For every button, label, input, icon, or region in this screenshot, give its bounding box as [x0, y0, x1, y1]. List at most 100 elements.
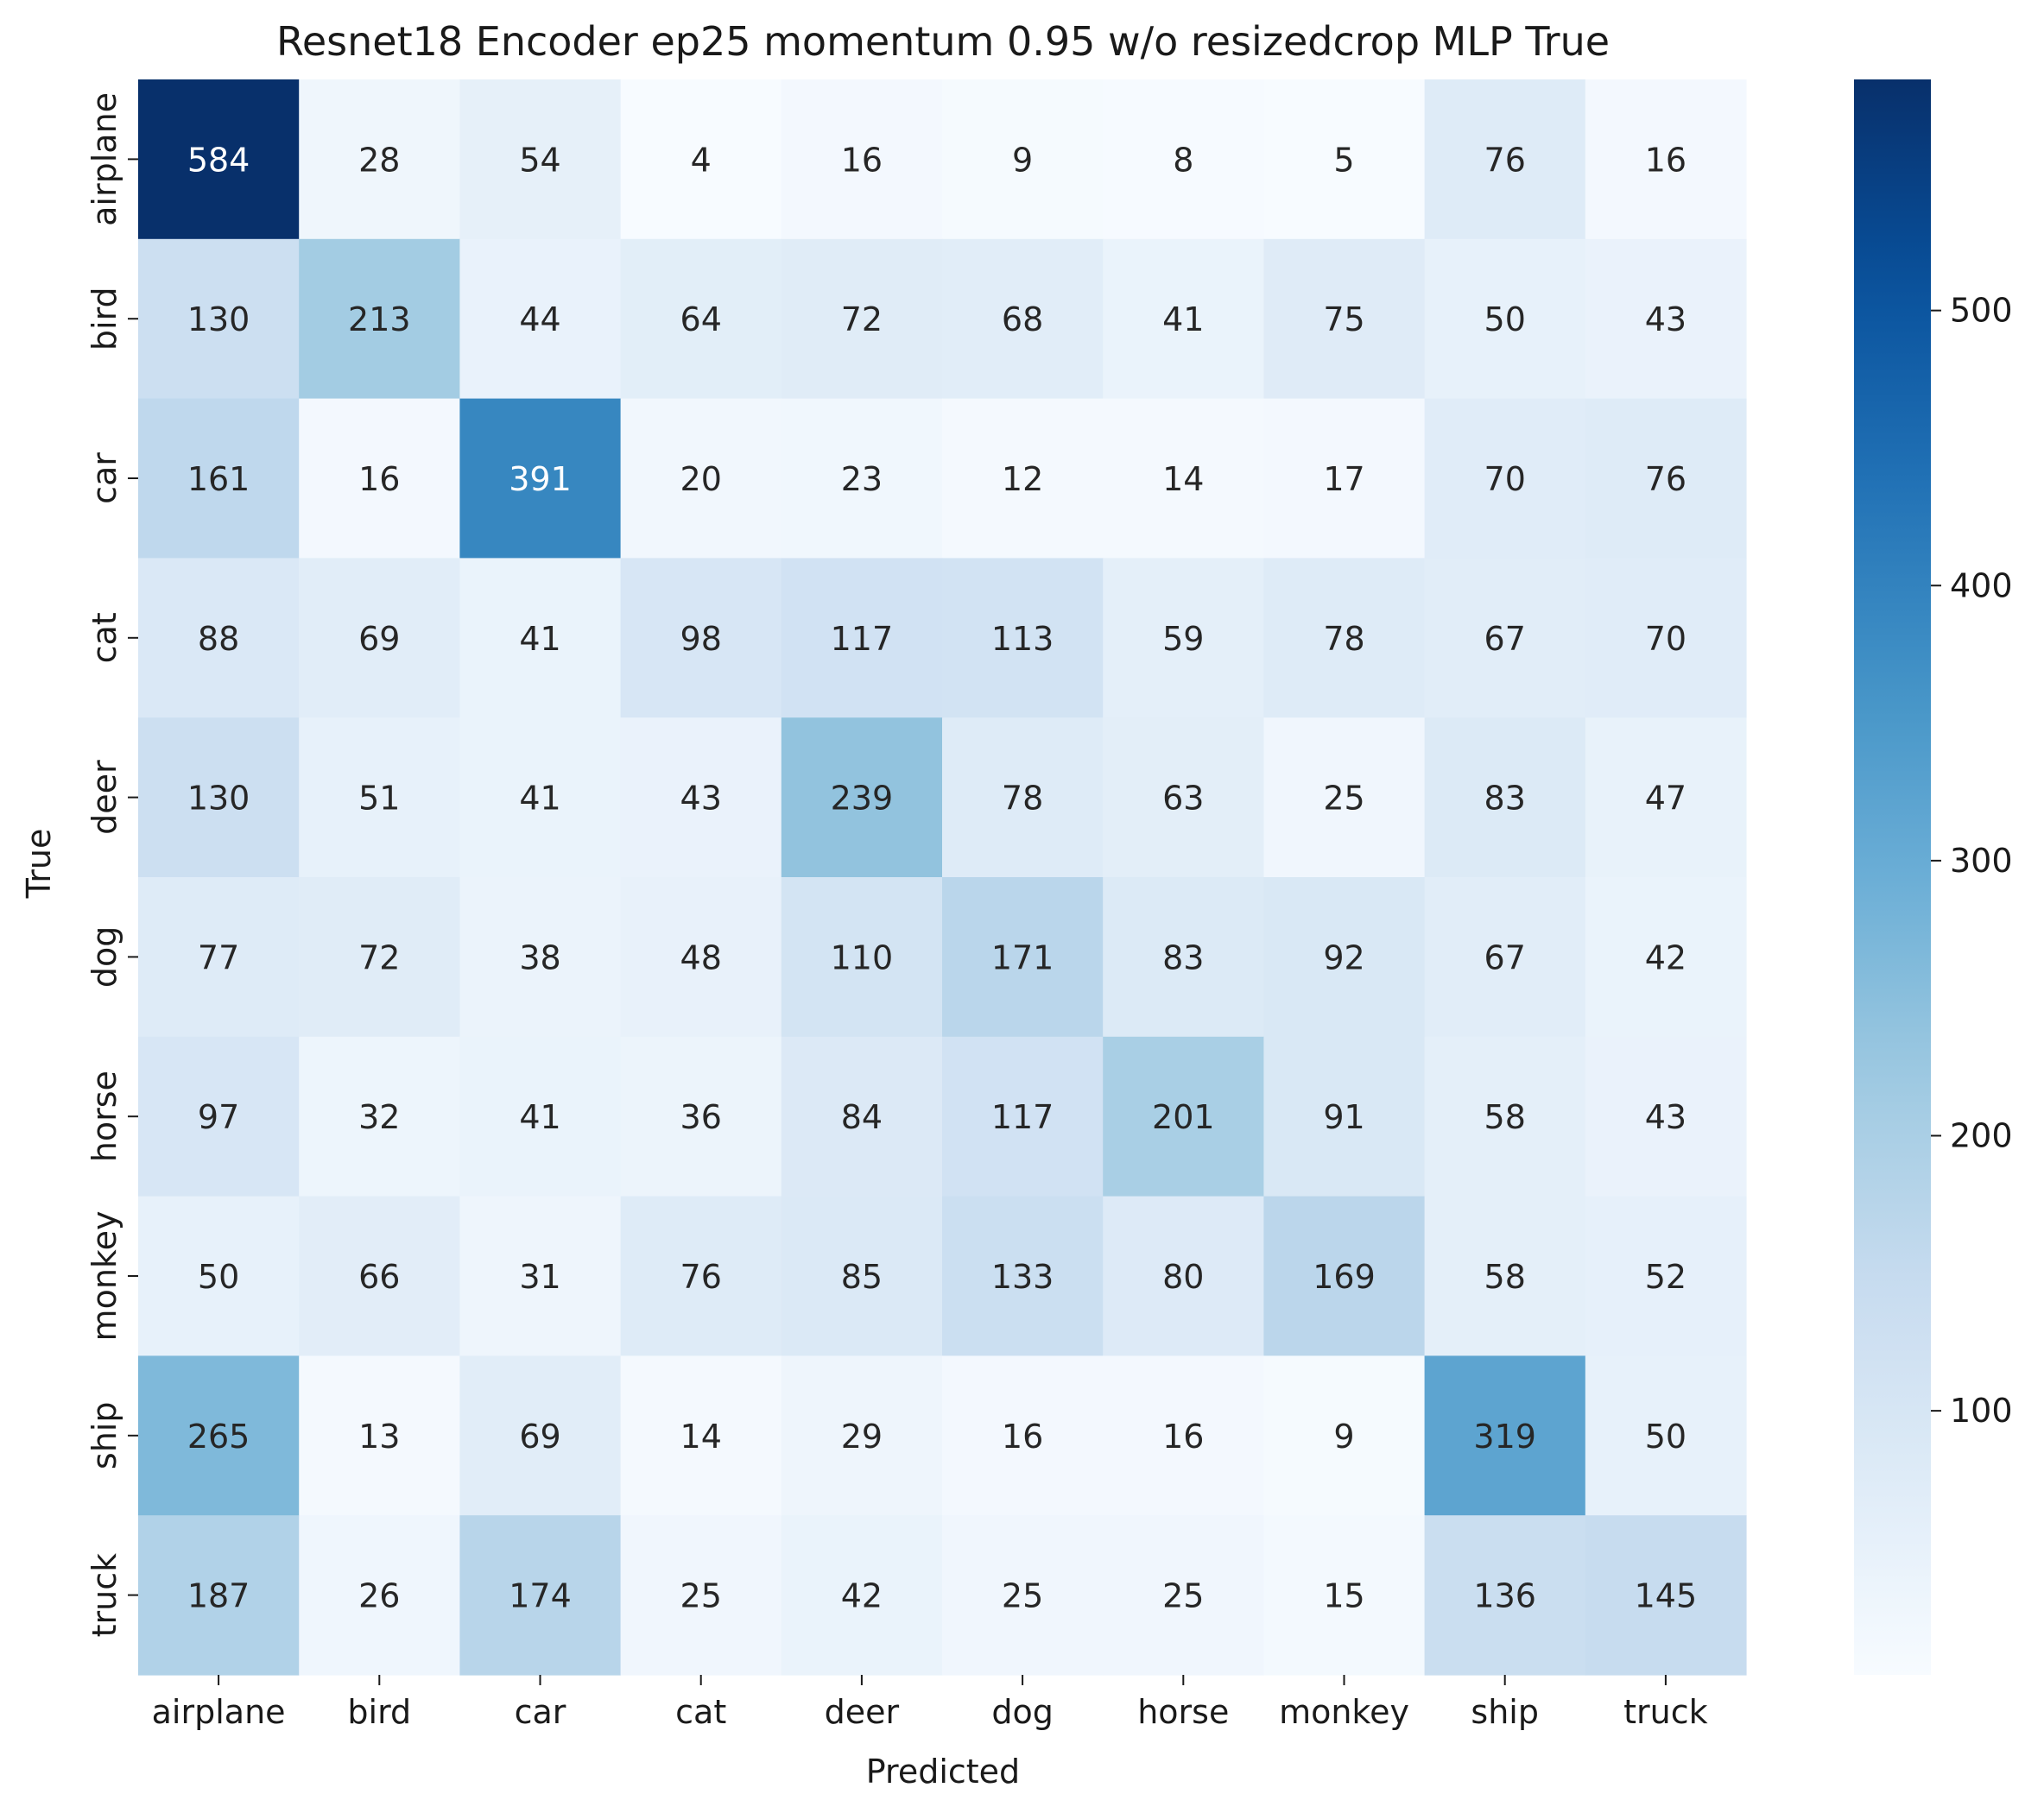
cell-value-label: 42	[841, 1577, 883, 1615]
heatmap-cell	[620, 877, 782, 1038]
heatmap-cell	[1585, 877, 1747, 1038]
cell-value-label: 91	[1323, 1098, 1364, 1136]
x-tick-label: horse	[1137, 1693, 1229, 1731]
heatmap-cell	[138, 558, 300, 718]
cell-value-label: 97	[198, 1098, 239, 1136]
heatmap-cell	[459, 1196, 622, 1356]
heatmap-cell	[1103, 1196, 1264, 1356]
heatmap-cell	[1263, 558, 1426, 718]
heatmap-cell	[781, 558, 943, 718]
heatmap-cell	[299, 238, 460, 400]
heatmap-cell	[1103, 1515, 1264, 1676]
heatmap-cell	[1585, 1515, 1747, 1676]
cell-value-label: 59	[1162, 620, 1204, 658]
heatmap-cell	[299, 717, 460, 878]
heatmap-cell	[620, 1515, 782, 1676]
heatmap-cell	[138, 79, 300, 240]
heatmap-cell	[459, 79, 622, 240]
heatmap-cell	[459, 398, 622, 559]
heatmap-cell	[942, 238, 1104, 400]
x-tick-label: airplane	[152, 1693, 286, 1731]
cell-value-label: 43	[1645, 1098, 1686, 1136]
cell-value-label: 130	[187, 780, 250, 818]
cell-value-label: 38	[519, 938, 560, 976]
heatmap-cell	[459, 558, 622, 718]
heatmap-cell	[1263, 1515, 1426, 1676]
heatmap-cell	[1263, 1036, 1426, 1197]
heatmap-cell	[942, 558, 1104, 718]
heatmap-cell	[1424, 79, 1586, 240]
heatmap-cell	[299, 877, 460, 1038]
cell-value-label: 85	[841, 1258, 883, 1296]
cell-value-label: 36	[680, 1098, 722, 1136]
heatmap-cell	[1585, 79, 1747, 240]
heatmap-cell	[781, 1036, 943, 1197]
x-tick-label: car	[515, 1693, 566, 1731]
cell-value-label: 213	[348, 300, 411, 338]
heatmap-cell	[138, 1036, 300, 1197]
heatmap-cell	[1263, 717, 1426, 878]
heatmap-cell	[299, 398, 460, 559]
y-tick-label: horse	[85, 1071, 123, 1162]
cell-value-label: 50	[1484, 300, 1526, 338]
cell-value-label: 83	[1484, 780, 1526, 818]
cell-value-label: 25	[680, 1577, 722, 1615]
heatmap-cell	[1103, 717, 1264, 878]
heatmap-cell	[138, 1196, 300, 1356]
heatmap-cell	[942, 1196, 1104, 1356]
x-axis-label: Predicted	[866, 1753, 1020, 1791]
cell-value-label: 16	[1645, 141, 1686, 179]
cell-value-label: 8	[1173, 141, 1193, 179]
y-tick-label: deer	[85, 760, 123, 835]
cell-value-label: 16	[1002, 1418, 1043, 1456]
cell-value-label: 69	[519, 1418, 560, 1456]
heatmap-cell	[942, 1036, 1104, 1197]
cell-value-label: 78	[1323, 620, 1364, 658]
heatmap-cell	[942, 1355, 1104, 1516]
cell-value-label: 25	[1323, 780, 1364, 818]
x-tick-label: deer	[825, 1693, 900, 1731]
x-tick-label: ship	[1471, 1693, 1539, 1731]
cell-value-label: 133	[991, 1258, 1054, 1296]
cell-value-label: 239	[831, 780, 894, 818]
heatmap-cell	[299, 558, 460, 718]
x-tick-label: dog	[991, 1693, 1054, 1731]
cell-value-label: 43	[680, 780, 722, 818]
heatmap-cell	[1424, 398, 1586, 559]
cell-value-label: 80	[1162, 1258, 1204, 1296]
cell-value-label: 584	[187, 141, 250, 179]
cell-value-label: 70	[1645, 620, 1686, 658]
colorbar-tick-label: 100	[1950, 1392, 2013, 1430]
heatmap-cell	[299, 79, 460, 240]
cell-value-label: 174	[509, 1577, 572, 1615]
heatmap-cell	[1424, 717, 1586, 878]
cell-value-label: 13	[358, 1418, 400, 1456]
heatmap-cell	[459, 1355, 622, 1516]
heatmap-cell	[1585, 238, 1747, 400]
heatmap-cell	[1585, 1036, 1747, 1197]
cell-value-label: 48	[680, 938, 722, 976]
cell-value-label: 16	[358, 460, 400, 498]
cell-value-label: 51	[358, 780, 400, 818]
y-tick-label: car	[85, 452, 123, 504]
cell-value-label: 15	[1323, 1577, 1364, 1615]
cell-value-label: 169	[1313, 1258, 1376, 1296]
cell-value-label: 23	[841, 460, 883, 498]
cell-value-label: 47	[1645, 780, 1686, 818]
cell-value-label: 161	[187, 460, 250, 498]
heatmap-cell	[781, 79, 943, 240]
cell-value-label: 5	[1333, 141, 1354, 179]
colorbar-tick-label: 400	[1950, 566, 2013, 604]
heatmap-cell	[942, 1515, 1104, 1676]
cell-value-label: 41	[1162, 300, 1204, 338]
y-axis-label: True	[20, 829, 58, 900]
cell-value-label: 44	[519, 300, 560, 338]
cell-value-label: 319	[1473, 1418, 1536, 1456]
cell-value-label: 64	[680, 300, 722, 338]
cell-value-label: 77	[198, 938, 239, 976]
cell-value-label: 70	[1484, 460, 1526, 498]
heatmap-cell	[459, 877, 622, 1038]
y-axis-ticks: airplane bird car cat deer dog horse monkey ship…	[85, 92, 138, 1637]
cell-value-label: 265	[187, 1418, 250, 1456]
